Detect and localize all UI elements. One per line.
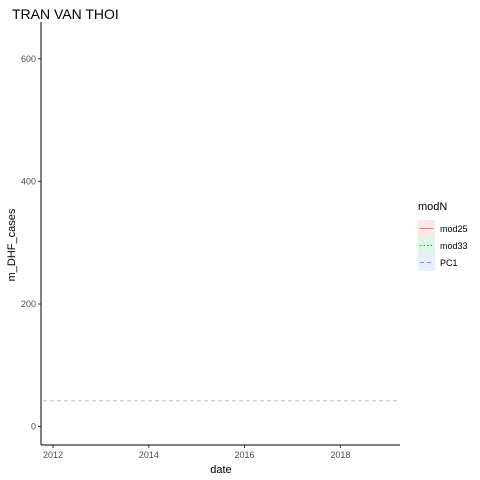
y-tick-label: 600 bbox=[21, 54, 36, 64]
x-tick-label: 2014 bbox=[139, 450, 159, 460]
legend: modN mod25 mod33 PC1 bbox=[418, 201, 468, 271]
legend-label-mod33: mod33 bbox=[440, 241, 468, 251]
x-axis-title: date bbox=[210, 464, 231, 476]
x-tick-label: 2012 bbox=[43, 450, 63, 460]
legend-label-mod25: mod25 bbox=[440, 224, 468, 234]
y-axis-title: m_DHF_cases bbox=[6, 208, 18, 281]
legend-label-PC1: PC1 bbox=[440, 258, 458, 268]
x-tick-label: 2018 bbox=[330, 450, 350, 460]
legend-key-PC1 bbox=[418, 254, 435, 271]
y-tick-label: 400 bbox=[21, 176, 36, 186]
axes: 0 200 400 600 2012 2014 2016 2018 bbox=[21, 22, 400, 460]
legend-key-mod33 bbox=[418, 237, 435, 254]
chart-title: TRAN VAN THOI bbox=[12, 6, 119, 22]
legend-title: modN bbox=[418, 201, 447, 213]
y-tick-label: 200 bbox=[21, 299, 36, 309]
x-tick-label: 2016 bbox=[235, 450, 255, 460]
y-tick-label: 0 bbox=[31, 422, 36, 432]
